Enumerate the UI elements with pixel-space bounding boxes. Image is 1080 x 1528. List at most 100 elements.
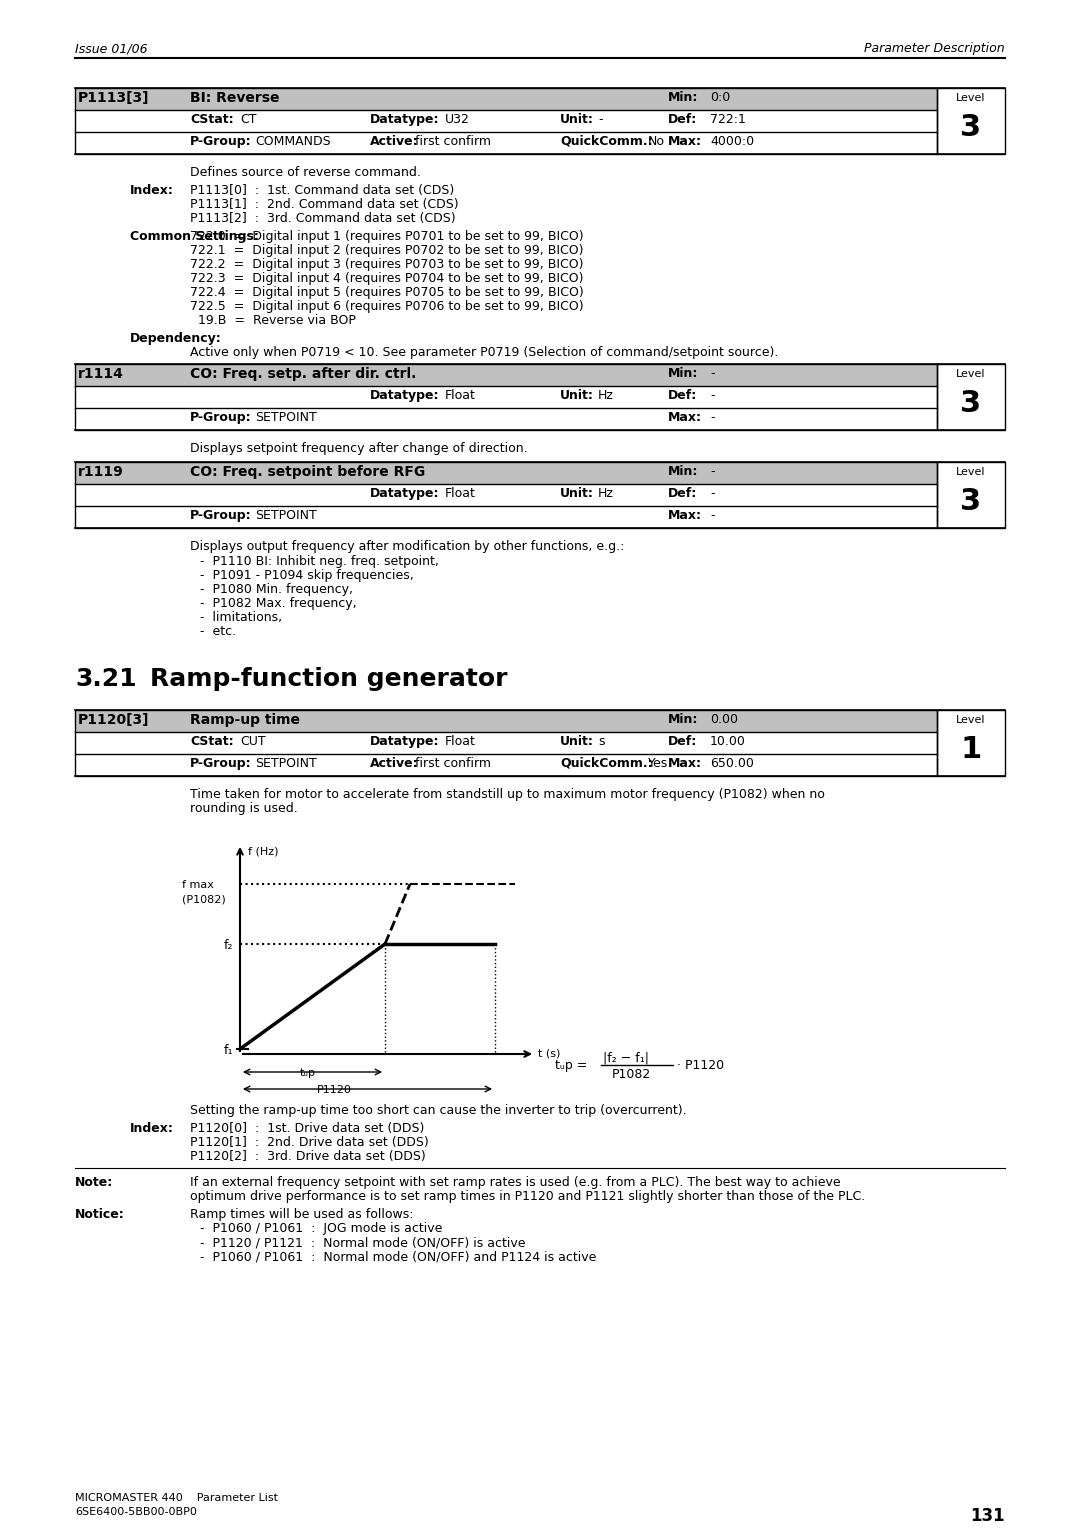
Text: Notice:: Notice: (75, 1209, 125, 1221)
Text: 131: 131 (970, 1507, 1005, 1525)
Text: (P1082): (P1082) (183, 894, 226, 905)
Text: 19.B  =  Reverse via BOP: 19.B = Reverse via BOP (190, 313, 356, 327)
Text: If an external frequency setpoint with set ramp rates is used (e.g. from a PLC).: If an external frequency setpoint with s… (190, 1177, 840, 1189)
Text: |f₂ − f₁|: |f₂ − f₁| (603, 1051, 649, 1065)
Text: 650.00: 650.00 (710, 756, 754, 770)
Text: Unit:: Unit: (561, 390, 594, 402)
Text: BI: Reverse: BI: Reverse (190, 92, 280, 105)
Bar (75, 89, 937, 110)
Text: Def:: Def: (669, 113, 698, 125)
Text: SETPOINT: SETPOINT (255, 411, 316, 423)
Text: Index:: Index: (130, 183, 174, 197)
Text: r1119: r1119 (78, 465, 124, 478)
Text: P1120[1]  :  2nd. Drive data set (DDS): P1120[1] : 2nd. Drive data set (DDS) (190, 1135, 429, 1149)
Text: 10.00: 10.00 (710, 735, 746, 749)
Text: Common Settings:: Common Settings: (130, 231, 259, 243)
Text: Unit:: Unit: (561, 735, 594, 749)
Text: Level: Level (956, 715, 986, 724)
Text: Defines source of reverse command.: Defines source of reverse command. (190, 167, 421, 179)
Text: -: - (710, 465, 715, 478)
Text: Def:: Def: (669, 487, 698, 500)
Text: 3: 3 (960, 113, 982, 142)
Bar (75, 364, 937, 429)
Text: No: No (648, 134, 665, 148)
Text: Active:: Active: (370, 134, 419, 148)
Text: 6SE6400-5BB00-0BP0: 6SE6400-5BB00-0BP0 (75, 1507, 197, 1517)
Text: P1120: P1120 (318, 1085, 352, 1096)
Text: -: - (710, 509, 715, 523)
Text: · P1120: · P1120 (677, 1059, 724, 1073)
Text: tᵤp: tᵤp (300, 1068, 316, 1077)
Bar (75, 89, 937, 154)
Text: -: - (710, 390, 715, 402)
Text: Datatype:: Datatype: (370, 390, 440, 402)
Text: Ramp-function generator: Ramp-function generator (150, 668, 508, 691)
Text: Float: Float (445, 390, 476, 402)
Text: P1120[2]  :  3rd. Drive data set (DDS): P1120[2] : 3rd. Drive data set (DDS) (190, 1151, 426, 1163)
Text: Ramp times will be used as follows:: Ramp times will be used as follows: (190, 1209, 414, 1221)
Text: tᵤp =: tᵤp = (555, 1059, 588, 1073)
Text: -  limitations,: - limitations, (200, 611, 282, 623)
Text: MICROMASTER 440    Parameter List: MICROMASTER 440 Parameter List (75, 1493, 278, 1504)
Text: 722.4  =  Digital input 5 (requires P0705 to be set to 99, BICO): 722.4 = Digital input 5 (requires P0705 … (190, 286, 584, 299)
Bar (937, 711, 1005, 776)
Text: COMMANDS: COMMANDS (255, 134, 330, 148)
Text: 722.0  =  Digital input 1 (requires P0701 to be set to 99, BICO): 722.0 = Digital input 1 (requires P0701 … (190, 231, 583, 243)
Text: P1120[0]  :  1st. Drive data set (DDS): P1120[0] : 1st. Drive data set (DDS) (190, 1122, 424, 1135)
Text: -: - (710, 487, 715, 500)
Text: CO: Freq. setp. after dir. ctrl.: CO: Freq. setp. after dir. ctrl. (190, 367, 417, 380)
Text: P1113[0]  :  1st. Command data set (CDS): P1113[0] : 1st. Command data set (CDS) (190, 183, 455, 197)
Text: Level: Level (956, 93, 986, 102)
Text: Note:: Note: (75, 1177, 113, 1189)
Text: CT: CT (240, 113, 257, 125)
Text: P-Group:: P-Group: (190, 756, 252, 770)
Text: Setting the ramp-up time too short can cause the inverter to trip (overcurrent).: Setting the ramp-up time too short can c… (190, 1105, 687, 1117)
Text: f₂: f₂ (224, 940, 233, 952)
Text: Time taken for motor to accelerate from standstill up to maximum motor frequency: Time taken for motor to accelerate from … (190, 788, 825, 801)
Text: Max:: Max: (669, 411, 702, 423)
Text: Max:: Max: (669, 756, 702, 770)
Text: -: - (598, 113, 603, 125)
Text: 3: 3 (960, 390, 982, 419)
Text: -: - (710, 367, 715, 380)
Text: Yes: Yes (648, 756, 669, 770)
Text: 722.5  =  Digital input 6 (requires P0706 to be set to 99, BICO): 722.5 = Digital input 6 (requires P0706 … (190, 299, 583, 313)
Text: P-Group:: P-Group: (190, 509, 252, 523)
Text: -  P1110 BI: Inhibit neg. freq. setpoint,: - P1110 BI: Inhibit neg. freq. setpoint, (200, 555, 438, 568)
Text: Parameter Description: Parameter Description (864, 41, 1005, 55)
Bar (75, 711, 937, 732)
Text: -  P1080 Min. frequency,: - P1080 Min. frequency, (200, 584, 353, 596)
Text: Displays setpoint frequency after change of direction.: Displays setpoint frequency after change… (190, 442, 528, 455)
Text: s: s (598, 735, 605, 749)
Text: Datatype:: Datatype: (370, 113, 440, 125)
Text: SETPOINT: SETPOINT (255, 509, 316, 523)
Bar (75, 711, 937, 776)
Bar (75, 461, 937, 529)
Text: SETPOINT: SETPOINT (255, 756, 316, 770)
Text: Active:: Active: (370, 756, 419, 770)
Text: P1113[3]: P1113[3] (78, 92, 149, 105)
Text: 3.21: 3.21 (75, 668, 137, 691)
Text: t (s): t (s) (538, 1048, 561, 1057)
Text: f max: f max (183, 880, 214, 889)
Text: 3: 3 (960, 487, 982, 516)
Bar (937, 89, 1005, 154)
Text: Issue 01/06: Issue 01/06 (75, 41, 148, 55)
Text: P1120[3]: P1120[3] (78, 714, 149, 727)
Text: -  P1060 / P1061  :  JOG mode is active: - P1060 / P1061 : JOG mode is active (200, 1222, 443, 1235)
Text: P1113[2]  :  3rd. Command data set (CDS): P1113[2] : 3rd. Command data set (CDS) (190, 212, 456, 225)
Text: optimum drive performance is to set ramp times in P1120 and P1121 slightly short: optimum drive performance is to set ramp… (190, 1190, 865, 1203)
Text: QuickComm.:: QuickComm.: (561, 756, 652, 770)
Text: Float: Float (445, 487, 476, 500)
Text: -  P1060 / P1061  :  Normal mode (ON/OFF) and P1124 is active: - P1060 / P1061 : Normal mode (ON/OFF) a… (200, 1250, 596, 1264)
Text: 722:1: 722:1 (710, 113, 746, 125)
Text: CUT: CUT (240, 735, 266, 749)
Text: -  P1082 Max. frequency,: - P1082 Max. frequency, (200, 597, 356, 610)
Text: f (Hz): f (Hz) (248, 847, 279, 856)
Bar (75, 364, 937, 387)
Bar (937, 461, 1005, 529)
Text: rounding is used.: rounding is used. (190, 802, 298, 814)
Text: 4000:0: 4000:0 (710, 134, 754, 148)
Text: Dependency:: Dependency: (130, 332, 221, 345)
Text: Def:: Def: (669, 735, 698, 749)
